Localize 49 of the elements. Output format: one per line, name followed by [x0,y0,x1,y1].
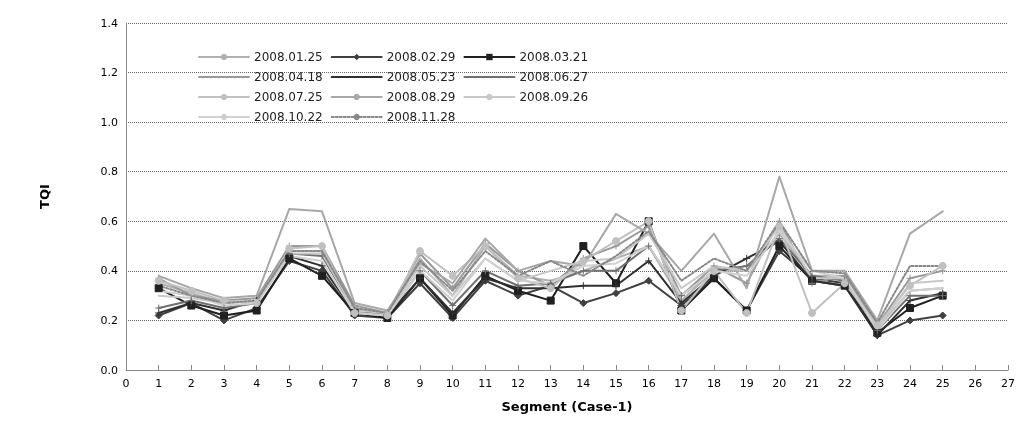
legend-label: 2008.07.25 [254,90,323,104]
y-tick-label: 0.6 [100,214,118,228]
x-tick-label: 21 [805,377,819,390]
x-tick-label: 27 [1001,377,1015,390]
x-tick-label: 23 [870,377,885,390]
y-tick-label: 1.0 [100,115,118,129]
x-tick-label: 5 [285,377,293,390]
x-tick-label: 0 [122,377,130,390]
x-tick-label: 10 [445,377,460,390]
x-tick-label: 3 [220,377,228,390]
x-tick-label: 12 [511,377,525,390]
legend-label: 2008.04.18 [254,70,323,84]
x-tick-label: 13 [543,377,558,390]
legend-label: 2008.10.22 [254,110,323,124]
x-tick-label: 4 [253,377,261,390]
y-tick-label: 1.2 [100,66,118,80]
x-tick-label: 15 [609,377,623,390]
y-tick-label: 0.0 [100,363,118,377]
legend-label: 2008.08.29 [386,90,456,104]
legend-label: 2008.02.29 [386,50,456,64]
y-tick-label: 0.2 [100,313,118,327]
y-tick-label: 1.4 [100,16,118,30]
x-tick-label: 8 [383,377,391,390]
legend-label: 2008.01.25 [254,50,323,64]
x-tick-label: 20 [772,377,787,390]
legend-label: 2008.09.26 [519,90,589,104]
x-tick-label: 25 [935,377,950,390]
legend-label: 2008.05.23 [386,70,456,84]
legend-label: 2008.06.27 [519,70,589,84]
x-tick-label: 2 [187,377,195,390]
x-tick-label: 16 [641,377,656,390]
y-tick-label: 0.8 [100,165,118,179]
x-tick-label: 17 [674,377,689,390]
legend-label: 2008.11.28 [386,110,456,124]
x-tick-label: 11 [478,377,493,390]
x-tick-label: 14 [576,377,591,390]
x-tick-label: 19 [739,377,754,390]
x-tick-label: 1 [155,377,163,390]
x-tick-label: 6 [318,377,326,390]
x-tick-label: 22 [837,377,852,390]
x-tick-label: 9 [416,377,424,390]
x-tick-label: 26 [968,377,983,390]
x-tick-label: 7 [351,377,359,390]
x-axis-title: Segment (Case-1) [501,399,633,414]
legend-label: 2008.03.21 [519,50,589,64]
x-tick-label: 18 [707,377,721,390]
y-tick-label: 0.4 [100,264,118,278]
x-tick-label: 24 [903,377,917,390]
y-axis-title: TQI [37,184,52,209]
